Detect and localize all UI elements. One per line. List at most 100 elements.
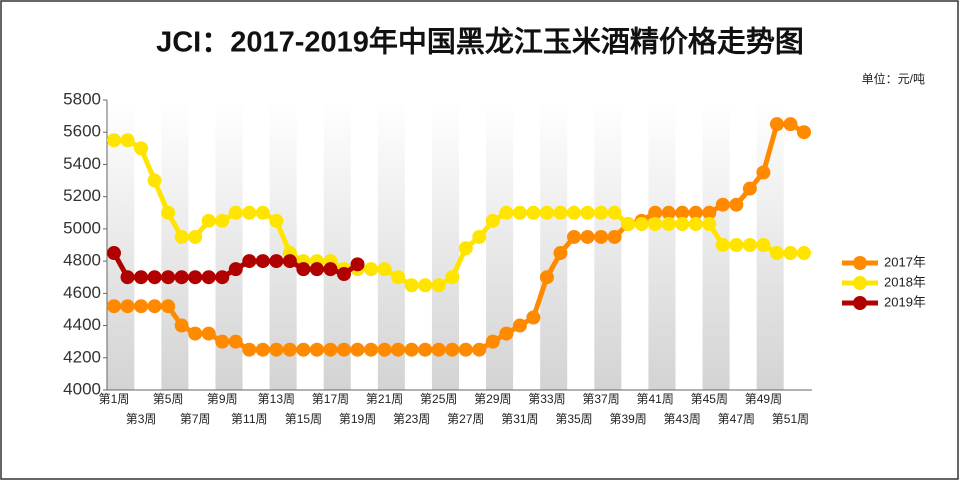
background-band	[540, 100, 568, 390]
x-tick-label: 第1周	[99, 392, 130, 406]
data-point	[688, 217, 703, 232]
background-band	[377, 100, 405, 390]
x-tick-label: 第11周	[231, 412, 267, 426]
data-point	[364, 262, 379, 277]
data-point	[391, 270, 406, 285]
data-point	[201, 326, 216, 341]
data-point	[201, 213, 216, 228]
background-band	[269, 100, 297, 390]
x-tick-label: 第45周	[691, 392, 728, 406]
data-point	[526, 205, 541, 220]
x-tick-label: 第31周	[501, 412, 538, 426]
data-point	[445, 342, 460, 357]
data-point	[458, 241, 473, 256]
data-point	[567, 205, 581, 220]
data-point	[742, 181, 757, 196]
data-point	[107, 246, 121, 261]
x-tick-label: 第43周	[664, 412, 701, 426]
x-tick-label: 第41周	[636, 392, 673, 406]
legend-marker	[853, 276, 867, 290]
data-point	[526, 310, 541, 325]
data-point	[228, 205, 243, 220]
data-point	[269, 254, 284, 269]
data-point	[201, 270, 216, 285]
data-point	[553, 205, 568, 220]
data-point	[783, 246, 798, 261]
data-point	[174, 318, 189, 333]
data-point	[675, 217, 690, 232]
data-point	[404, 278, 419, 293]
chart-title: JCI：2017-2019年中国黑龙江玉米酒精价格走势图	[156, 25, 804, 59]
data-point	[607, 229, 622, 244]
x-tick-label: 第25周	[420, 392, 457, 406]
data-point	[485, 213, 500, 228]
x-tick-label: 第19周	[339, 412, 376, 426]
data-point	[296, 342, 311, 357]
data-point	[458, 342, 473, 357]
data-point	[661, 205, 676, 220]
x-tick-label: 第37周	[582, 392, 619, 406]
data-point	[499, 326, 514, 341]
x-tick-label: 第3周	[126, 412, 157, 426]
y-tick-label: 5800	[63, 89, 101, 108]
data-point	[797, 125, 811, 140]
data-point	[242, 205, 257, 220]
background-band	[648, 100, 676, 390]
data-point	[364, 342, 379, 357]
data-point	[147, 299, 162, 314]
data-point	[134, 141, 149, 156]
data-point	[377, 342, 392, 357]
data-point	[255, 342, 270, 357]
data-point	[161, 299, 176, 314]
data-point	[742, 238, 757, 252]
data-point	[215, 213, 230, 228]
legend-label: 2019年	[884, 294, 926, 309]
data-point	[282, 254, 297, 269]
data-point	[377, 262, 392, 277]
data-point	[418, 278, 433, 293]
data-point	[607, 205, 622, 220]
data-point	[512, 205, 527, 220]
data-point	[242, 254, 257, 269]
data-point	[567, 229, 581, 244]
data-point	[648, 205, 663, 220]
data-point	[337, 342, 351, 357]
data-point	[120, 299, 135, 314]
data-point	[499, 205, 514, 220]
data-point	[269, 213, 284, 228]
y-tick-label: 5000	[63, 218, 101, 237]
x-tick-label: 第49周	[745, 392, 782, 406]
data-point	[715, 197, 730, 212]
data-point	[553, 246, 568, 261]
data-point	[337, 267, 351, 281]
data-point	[648, 217, 663, 232]
data-point	[134, 270, 149, 285]
data-point	[675, 205, 690, 220]
data-point	[188, 229, 203, 244]
y-tick-label: 4600	[63, 283, 101, 302]
y-tick-label: 5200	[63, 186, 101, 205]
x-tick-label: 第13周	[258, 392, 295, 406]
data-point	[174, 229, 189, 244]
data-point	[134, 299, 149, 314]
data-point	[188, 270, 203, 285]
data-point	[512, 318, 527, 333]
data-point	[404, 342, 419, 357]
data-point	[228, 334, 243, 349]
y-tick-label: 5400	[63, 154, 101, 173]
y-tick-label: 5600	[63, 122, 101, 141]
x-tick-label: 第23周	[393, 412, 430, 426]
data-point	[255, 205, 270, 220]
x-tick-label: 第17周	[312, 392, 349, 406]
data-point	[580, 205, 595, 220]
x-tick-label: 第9周	[207, 392, 238, 406]
background-band	[594, 100, 622, 390]
x-tick-label: 第33周	[528, 392, 565, 406]
data-point	[391, 342, 406, 357]
data-point	[539, 205, 554, 220]
x-tick-label: 第5周	[153, 392, 184, 406]
data-point	[688, 205, 703, 220]
data-point	[120, 270, 135, 285]
data-point	[431, 278, 446, 293]
